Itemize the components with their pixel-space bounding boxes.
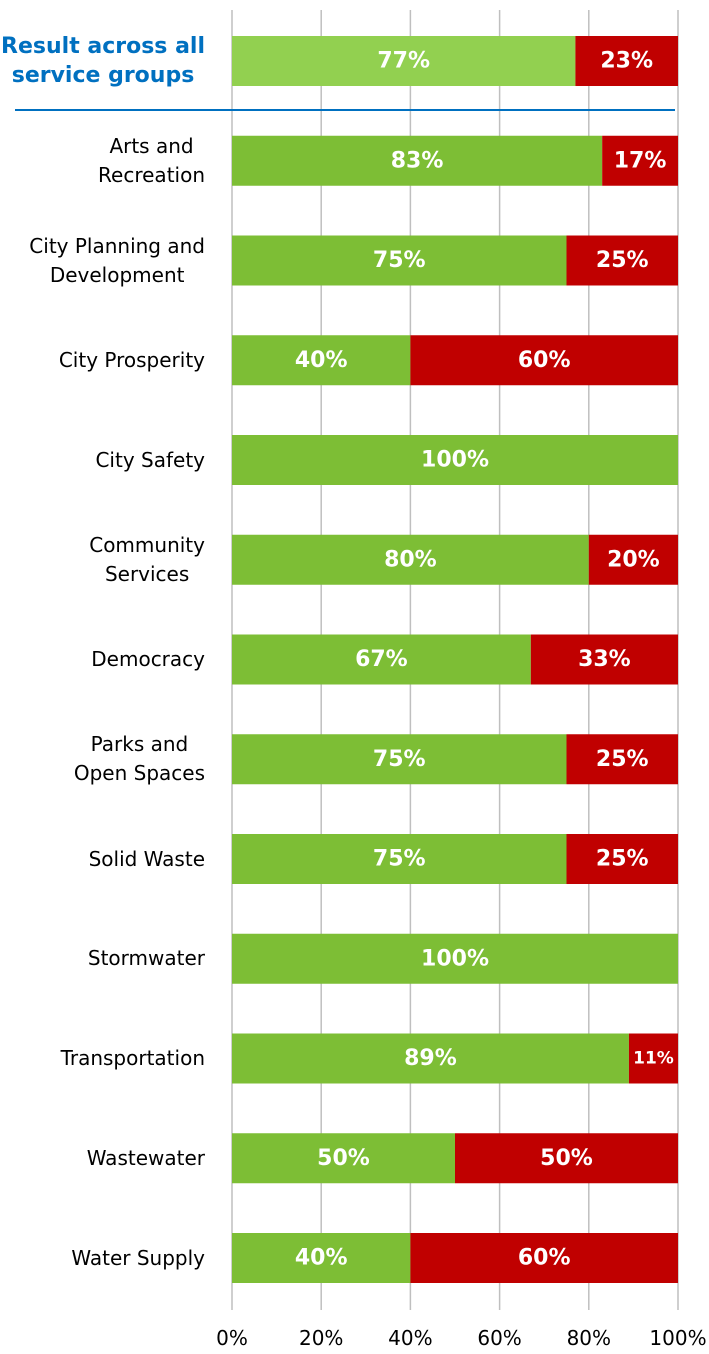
category-label: City Planning and Development [29,221,205,301]
bar-segment [232,135,603,186]
category-text: Water Supply [71,1245,205,1270]
x-tick-label: 20% [299,1326,343,1350]
value-label: 25% [596,847,649,872]
bar-segment [232,534,589,585]
bar-segment [232,834,567,884]
value-label: 25% [596,747,649,772]
bar-segment [232,435,678,485]
value-label: 40% [295,1246,348,1271]
x-tick-label: 60% [477,1326,521,1350]
bar-segment [232,1133,455,1184]
bar-segment [566,734,678,785]
x-tick-label: 80% [567,1326,611,1350]
value-label: 75% [373,847,426,872]
category-text: Solid Waste [88,846,205,871]
bar-segment [232,634,531,685]
value-label: 83% [391,148,444,173]
bar-segment [566,834,678,884]
bar-segment [455,1133,678,1184]
category-text: City Safety [95,447,205,472]
category-text: Wastewater [86,1145,205,1170]
category-label: Wastewater [87,1118,205,1198]
bar-segment [232,335,411,386]
category-text: City Prosperity [58,347,205,372]
category-label: Transportation [61,1019,205,1099]
value-label: 75% [373,248,426,273]
category-text: Parks and Open Spaces [73,732,205,786]
value-label: 40% [295,348,348,373]
value-label: 80% [384,547,437,572]
bar-segment [232,36,576,86]
value-label: 89% [404,1046,457,1071]
bar-segment [232,1233,411,1283]
category-label: Arts and Recreation [98,121,205,201]
bar-segment [575,36,678,86]
value-label: 23% [600,49,653,74]
category-label: Parks and Open Spaces [74,719,205,799]
value-label: 77% [377,49,430,74]
bar-segment [232,933,678,984]
category-text: Community Services [89,532,205,586]
value-label: 60% [518,1246,571,1271]
bar-segment [602,135,678,186]
bar-segment [232,235,567,286]
value-label: 60% [518,348,571,373]
category-label: City Prosperity [59,320,205,400]
value-label: 100% [421,448,489,473]
value-label: 25% [596,248,649,273]
bar-segment [410,335,678,386]
bar-segment [410,1233,678,1283]
category-label: City Safety [95,420,205,500]
bar-segment [628,1033,678,1084]
value-label: 17% [614,148,667,173]
category-text: City Planning and Development [29,233,205,287]
category-text: Transportation [60,1046,205,1070]
x-tick-label: 100% [649,1326,706,1350]
category-text: Arts and Recreation [98,133,205,187]
bar-segment [588,534,678,585]
value-label: 100% [421,946,489,971]
value-label: 67% [355,647,408,672]
x-tick-label: 0% [216,1326,248,1350]
category-text: Democracy [91,647,205,671]
category-label: Community Services [89,520,205,600]
value-label: 33% [578,647,631,672]
value-label: 75% [373,747,426,772]
category-label: Solid Waste [89,819,205,899]
category-text: Stormwater [87,946,205,971]
category-label: Result across all service groups [1,21,205,101]
x-tick-label: 40% [388,1326,432,1350]
bar-segment [232,734,567,785]
value-label: 11% [633,1049,674,1069]
bar-segment [232,1033,629,1084]
category-label: Water Supply [71,1218,205,1298]
category-label: Democracy [91,620,205,700]
value-label: 50% [540,1146,593,1171]
value-label: 50% [317,1146,370,1171]
bar-segment [530,634,678,685]
value-label: 20% [607,547,660,572]
category-text: Result across all service groups [1,34,205,88]
category-label: Stormwater [88,919,205,999]
bar-segment [566,235,678,286]
